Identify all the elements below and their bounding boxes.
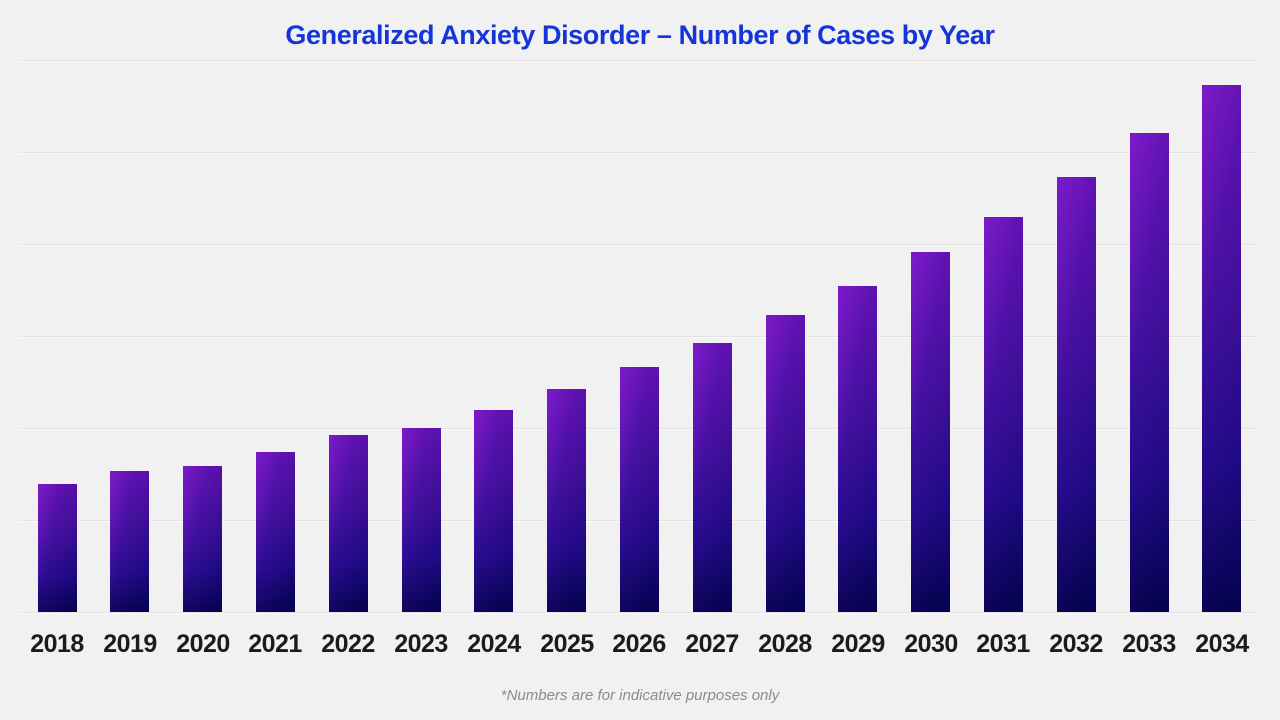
gridline xyxy=(20,152,1258,153)
x-tick-label-2032: 2032 xyxy=(1049,630,1103,658)
x-tick-label-2023: 2023 xyxy=(394,630,448,658)
bar-2018 xyxy=(38,484,77,612)
x-tick-label-2029: 2029 xyxy=(831,630,885,658)
bar-2025 xyxy=(547,389,586,612)
x-tick-label-2021: 2021 xyxy=(248,630,302,658)
gridline xyxy=(20,612,1258,613)
chart-title: Generalized Anxiety Disorder – Number of… xyxy=(285,20,995,50)
bar-2026 xyxy=(620,367,659,612)
bar-2023 xyxy=(402,428,441,612)
x-tick-label-2020: 2020 xyxy=(176,630,230,658)
x-tick-label-2027: 2027 xyxy=(685,630,739,658)
gridline xyxy=(20,60,1258,61)
bar-2024 xyxy=(474,410,513,612)
bar-2021 xyxy=(256,452,295,612)
x-tick-label-2026: 2026 xyxy=(612,630,666,658)
x-tick-label-2033: 2033 xyxy=(1122,630,1176,658)
footnote: *Numbers are for indicative purposes onl… xyxy=(500,687,780,704)
x-tick-label-2031: 2031 xyxy=(976,630,1030,658)
bar-2031 xyxy=(984,217,1023,612)
x-tick-label-2024: 2024 xyxy=(467,630,521,658)
x-tick-label-2022: 2022 xyxy=(321,630,375,658)
gridline xyxy=(20,336,1258,337)
bar-2032 xyxy=(1057,177,1096,612)
x-tick-label-2025: 2025 xyxy=(540,630,594,658)
bar-2030 xyxy=(911,252,950,612)
x-tick-label-2030: 2030 xyxy=(904,630,958,658)
bar-2019 xyxy=(110,471,149,612)
x-tick-label-2019: 2019 xyxy=(103,630,157,658)
bar-2033 xyxy=(1130,133,1169,612)
bar-2029 xyxy=(838,286,877,612)
x-tick-label-2028: 2028 xyxy=(758,630,812,658)
bar-2027 xyxy=(693,343,732,612)
gridline xyxy=(20,244,1258,245)
bar-2020 xyxy=(183,466,222,612)
chart-root: 2018 2019 2020 2021 2022 2023 2024 2025 2026 2027… xyxy=(20,60,1258,660)
bar-2022 xyxy=(329,435,368,612)
x-tick-label-2034: 2034 xyxy=(1195,630,1249,658)
x-axis-labels: 2018 2019 2020 2021 2022 2023 2024 2025 2026 2027… xyxy=(20,630,1258,660)
bar-2034 xyxy=(1202,85,1241,612)
x-tick-label-2018: 2018 xyxy=(30,630,84,658)
plot-area xyxy=(20,60,1258,613)
bar-2028 xyxy=(766,315,805,612)
